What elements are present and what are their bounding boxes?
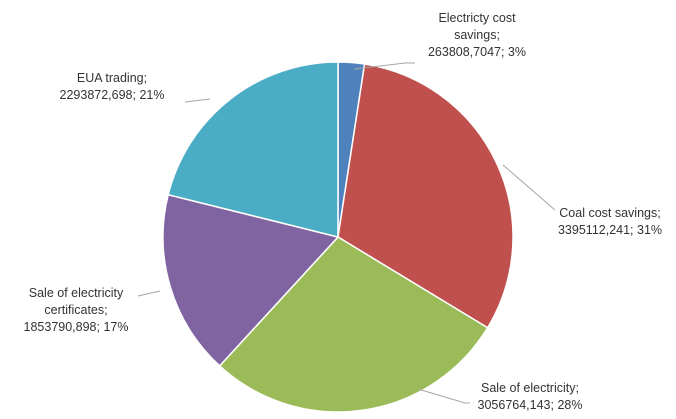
data-label-line: 2293872,698; 21% — [60, 88, 165, 102]
data-label-coal-cost-savings: Coal cost savings; 3395112,241; 31% — [558, 206, 662, 237]
data-labels: Electricty cost savings; 263808,7047; 3% Co… — [24, 11, 663, 412]
data-label-line: certificates; — [44, 303, 107, 317]
data-label-sale-of-electricity: Sale of electricity; 3056764,143; 28% — [478, 381, 583, 412]
data-label-line: Electricty cost — [438, 11, 516, 25]
data-label-line: 3056764,143; 28% — [478, 398, 583, 412]
data-label-line: 3395112,241; 31% — [558, 223, 662, 237]
leader-line — [137, 290, 161, 297]
leader-lines — [137, 62, 556, 404]
leader-line — [353, 62, 415, 70]
pie-slice-eua-trading — [167, 61, 339, 238]
data-label-line: Sale of electricity; — [481, 381, 579, 395]
data-label-line: savings; — [454, 28, 500, 42]
data-label-line: Sale of electricity — [29, 286, 124, 300]
data-label-electricty-cost-savings: Electricty cost savings; 263808,7047; 3% — [428, 11, 526, 59]
leader-line — [417, 388, 470, 404]
data-label-line: 263808,7047; 3% — [428, 45, 526, 59]
pie-slice-sale-of-electricity-certificates — [162, 193, 340, 367]
pie-slice-sale-of-electricity — [218, 236, 489, 413]
data-label-line: Coal cost savings; — [559, 206, 660, 220]
leader-line — [502, 164, 556, 211]
leader-line — [184, 98, 211, 103]
data-label-line: 1853790,898; 17% — [24, 320, 129, 334]
data-label-sale-of-electricity-certificates: Sale of electricity certificates; 1853790,… — [24, 286, 129, 334]
pie-slices — [162, 61, 514, 413]
pie-slice-coal-cost-savings — [337, 63, 514, 329]
data-label-line: EUA trading; — [77, 71, 147, 85]
data-label-eua-trading: EUA trading; 2293872,698; 21% — [60, 71, 165, 102]
